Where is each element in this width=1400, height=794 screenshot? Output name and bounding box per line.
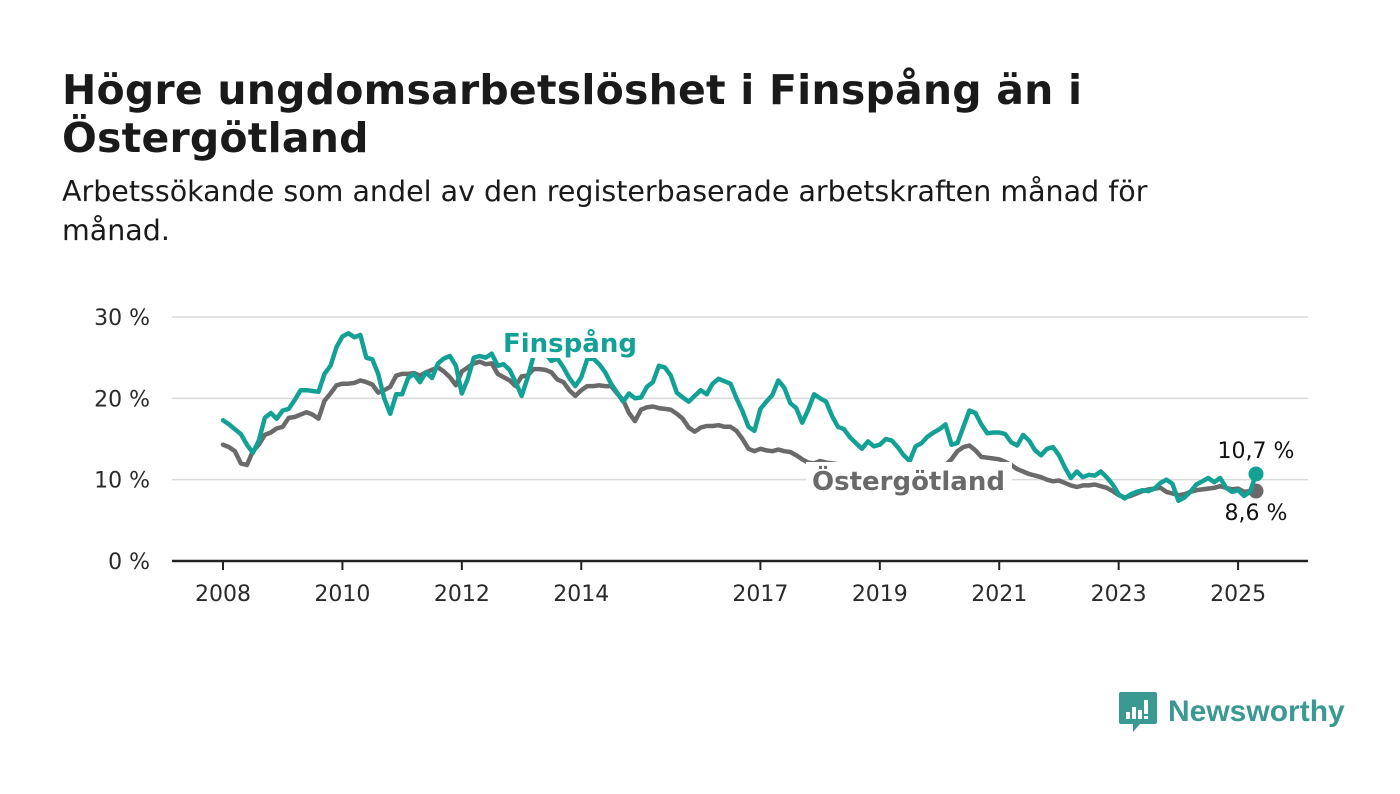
x-tick-label: 2017	[732, 582, 788, 607]
y-axis-tick-labels: 0 % 10 % 20 % 30 %	[94, 306, 150, 575]
label-halo	[497, 324, 639, 358]
end-value-ostergotland: 8,6 %	[1225, 501, 1288, 526]
x-axis-ticks: 2008 2010 2012 2014 2017 2019 2021 2023 2025	[195, 561, 1266, 607]
series-label-ostergotland: Östergötland	[812, 464, 1005, 497]
series-labels: Finspång Östergötland 10,7 % 8,6 %	[497, 324, 1294, 526]
x-tick-label: 2008	[195, 582, 251, 607]
x-tick-label: 2014	[553, 582, 609, 607]
label-halo	[806, 462, 1012, 496]
newsworthy-logo-icon	[1119, 692, 1157, 732]
y-tick-label: 0 %	[108, 550, 150, 575]
brand: Newsworthy	[1118, 690, 1345, 734]
x-tick-label: 2019	[852, 582, 908, 607]
series-line-finspang	[220, 331, 1259, 504]
grid-lines	[172, 316, 1308, 481]
series-label-finspang: Finspång	[503, 327, 637, 359]
y-tick-label: 10 %	[94, 469, 150, 494]
end-value-finspang: 10,7 %	[1218, 439, 1295, 464]
x-tick-label: 2012	[434, 582, 490, 607]
series-end-point	[1248, 466, 1264, 482]
chart-title: Högre ungdomsarbetslöshet i Finspång än …	[62, 66, 1083, 162]
brand-name: Newsworthy	[1168, 695, 1345, 728]
x-tick-label: 2021	[971, 582, 1027, 607]
series-line-ostergotland	[220, 359, 1259, 500]
series-lines	[220, 331, 1264, 504]
y-tick-label: 20 %	[94, 387, 150, 412]
y-tick-label: 30 %	[94, 306, 150, 331]
chart-subtitle: Arbetssökande som andel av den registerb…	[62, 175, 1148, 247]
x-tick-label: 2025	[1210, 582, 1266, 607]
x-tick-label: 2010	[314, 582, 370, 607]
x-tick-label: 2023	[1091, 582, 1147, 607]
